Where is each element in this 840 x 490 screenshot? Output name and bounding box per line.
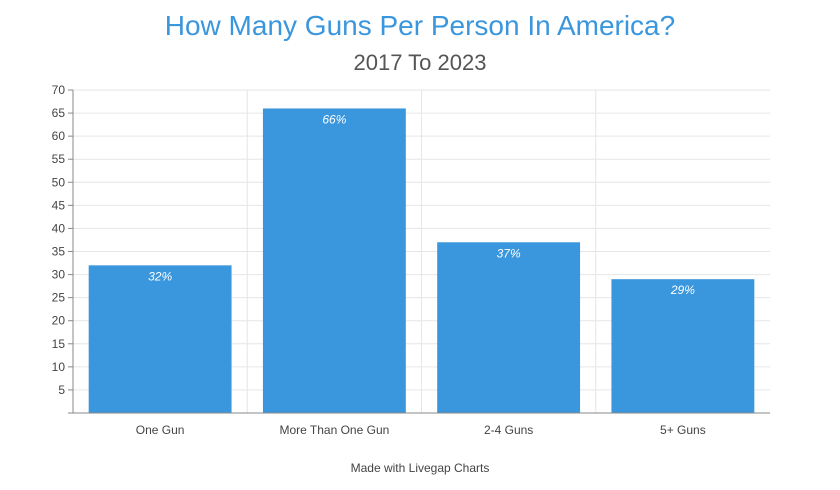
y-tick-label: 40 <box>52 221 66 235</box>
data-label: 37% <box>497 246 521 260</box>
y-tick-label: 35 <box>52 245 66 259</box>
y-tick-label: 10 <box>52 360 66 374</box>
y-tick-label: 70 <box>52 83 66 97</box>
y-tick-label: 25 <box>52 291 66 305</box>
chart-subtitle: 2017 To 2023 <box>353 50 487 75</box>
x-tick-label: 2-4 Guns <box>484 423 533 437</box>
bar <box>437 242 581 413</box>
footer-credit: Made with Livegap Charts <box>350 461 490 475</box>
y-tick-label: 45 <box>52 198 66 212</box>
y-tick-label: 65 <box>52 106 66 120</box>
y-tick-label: 55 <box>52 152 66 166</box>
bar <box>611 279 755 413</box>
bar <box>262 108 406 413</box>
axes: 5 10 15 20 25 30 35 40 45 50 55 60 65 70 One Gun More T… <box>52 83 770 437</box>
y-tick-label: 30 <box>52 268 66 282</box>
data-label: 66% <box>322 112 346 126</box>
y-tick-label: 15 <box>52 337 66 351</box>
data-label: 29% <box>670 283 695 297</box>
data-label: 32% <box>148 269 172 283</box>
bars: 32% 66% 37% 29% <box>88 108 755 413</box>
y-tick-label: 5 <box>58 383 65 397</box>
y-tick-label: 50 <box>52 175 66 189</box>
y-tick-label: 60 <box>52 129 66 143</box>
y-tick-label: 20 <box>52 314 66 328</box>
x-tick-label: More Than One Gun <box>279 423 389 437</box>
x-tick-label: One Gun <box>136 423 185 437</box>
x-tick-label: 5+ Guns <box>660 423 706 437</box>
bar <box>88 265 232 413</box>
chart-title: How Many Guns Per Person In America? <box>164 10 676 41</box>
